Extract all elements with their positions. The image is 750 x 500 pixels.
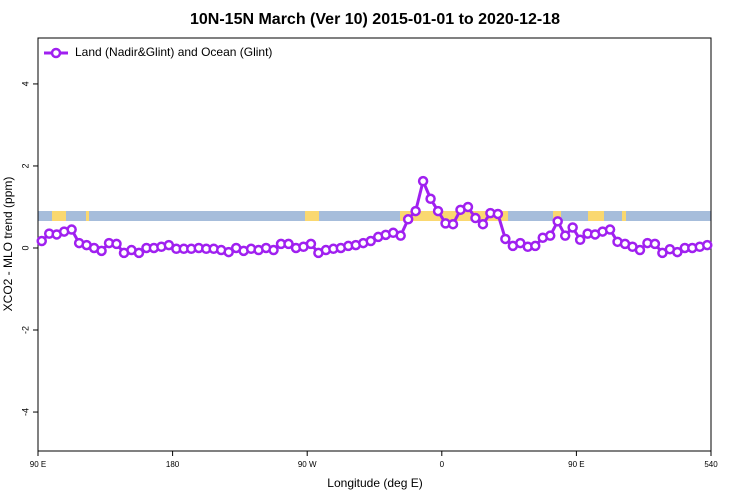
point <box>552 216 563 227</box>
x-tick-label: 180 <box>166 460 180 469</box>
land-patch <box>52 211 66 221</box>
x-tick-label: 0 <box>440 460 445 469</box>
y-tick-label: 4 <box>20 81 30 86</box>
point <box>462 201 474 213</box>
legend-label: Land (Nadir&Glint) and Ocean (Glint) <box>75 45 272 59</box>
point <box>268 244 279 256</box>
point <box>470 212 481 224</box>
point <box>672 246 683 258</box>
land-patch <box>305 211 319 221</box>
point <box>133 247 145 259</box>
y-axis-label: XCO2 - MLO trend (ppm) <box>1 177 15 312</box>
x-tick-label: 90 E <box>30 460 46 469</box>
point <box>530 240 541 252</box>
point <box>702 239 713 251</box>
point <box>417 175 429 187</box>
land-patch <box>588 211 604 221</box>
land-patch <box>622 211 626 221</box>
x-tick-label: 90 E <box>568 460 584 469</box>
point <box>574 234 586 246</box>
y-tick-label: 0 <box>20 245 30 250</box>
y-tick-label: -4 <box>20 408 30 416</box>
y-tick-label: 2 <box>20 163 30 168</box>
point <box>447 218 459 230</box>
x-tick-label: 540 <box>704 460 718 469</box>
point <box>492 208 504 220</box>
point <box>305 238 317 250</box>
point <box>544 230 556 241</box>
point <box>36 235 47 247</box>
map-band <box>38 211 711 221</box>
point <box>402 214 414 225</box>
point <box>477 218 489 230</box>
point <box>111 238 122 250</box>
chart-title: 10N-15N March (Ver 10) 2015-01-01 to 202… <box>190 11 560 28</box>
point <box>365 235 377 247</box>
point <box>500 233 511 245</box>
point <box>66 224 77 235</box>
point <box>432 205 444 217</box>
point <box>634 244 646 256</box>
point <box>223 246 234 258</box>
x-tick-label: 90 W <box>298 460 317 469</box>
land-patch <box>86 211 89 221</box>
land-patch <box>553 211 561 221</box>
point <box>604 224 616 235</box>
point <box>649 238 661 250</box>
point <box>567 222 578 233</box>
point <box>283 238 294 250</box>
x-axis-label: Longitude (deg E) <box>327 476 422 490</box>
y-tick-label: -2 <box>20 326 30 334</box>
legend-marker <box>50 47 62 59</box>
point <box>559 230 571 241</box>
point <box>395 230 406 241</box>
ocean-band <box>38 211 711 221</box>
point <box>96 245 107 257</box>
land-patch <box>400 211 508 221</box>
point <box>410 205 421 217</box>
point <box>425 193 436 205</box>
